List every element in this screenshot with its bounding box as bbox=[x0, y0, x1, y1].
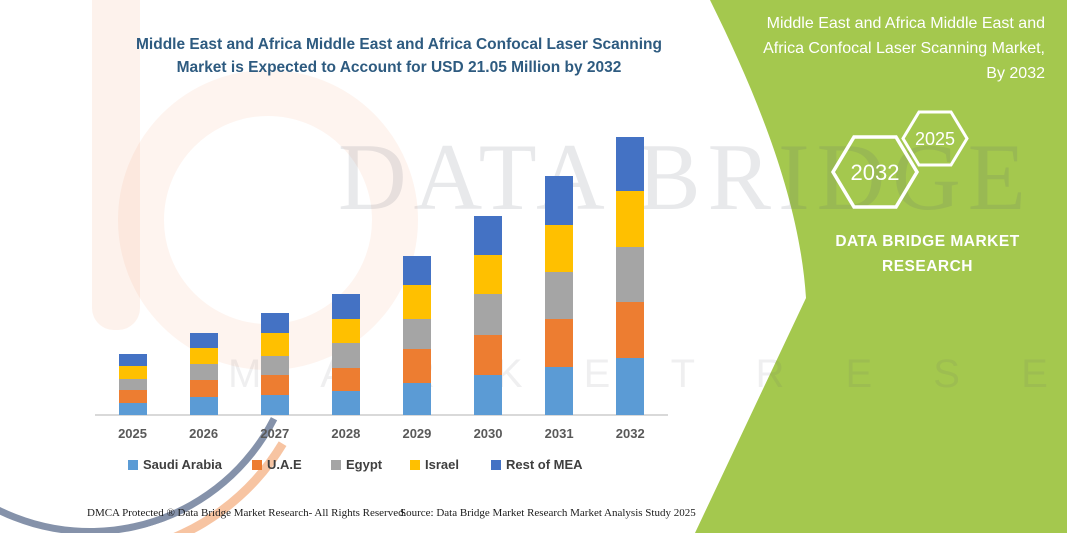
legend-label: Israel bbox=[425, 457, 459, 472]
bar-segment-2032-rest-of-mea bbox=[616, 136, 645, 191]
legend-swatch-icon bbox=[252, 459, 262, 470]
x-axis-label-2029: 2029 bbox=[402, 426, 432, 441]
legend-label: Egypt bbox=[346, 457, 383, 472]
bar-segment-2028-israel bbox=[331, 319, 360, 343]
bar-segment-2027-saudi-arabia bbox=[260, 395, 289, 415]
bar-segment-2031-rest-of-mea bbox=[545, 175, 574, 225]
bar-segment-2031-israel bbox=[545, 224, 574, 272]
hexagon-2032-outline bbox=[830, 135, 920, 209]
bar-segment-2028-egypt bbox=[331, 342, 360, 369]
legend-label: U.A.E bbox=[267, 457, 302, 472]
watermark-market-research: M A R K E T R E S E A R C H bbox=[228, 352, 1067, 396]
bar-segment-2032-egypt bbox=[616, 246, 645, 303]
bar-segment-2030-rest-of-mea bbox=[474, 215, 503, 255]
x-axis-label-2025: 2025 bbox=[118, 426, 147, 441]
bar-2025 bbox=[118, 353, 147, 415]
bar-segment-2025-egypt bbox=[118, 378, 147, 390]
side-panel-heading-line2: Africa Confocal Laser Scanning Market, bbox=[763, 40, 1045, 57]
legend-swatch-icon bbox=[128, 459, 138, 470]
bar-segment-2030-u-a-e bbox=[474, 334, 503, 375]
bar-segment-2029-saudi-arabia bbox=[402, 382, 431, 415]
chart-title: Middle East and Africa Middle East and A… bbox=[100, 33, 698, 79]
bar-segment-2032-u-a-e bbox=[616, 302, 645, 359]
bar-2031 bbox=[545, 175, 574, 415]
bar-segment-2028-rest-of-mea bbox=[331, 294, 360, 320]
x-axis-label-2030: 2030 bbox=[473, 426, 503, 441]
bar-segment-2031-u-a-e bbox=[545, 319, 574, 368]
hexagon-2032-label: 2032 bbox=[851, 160, 900, 185]
bar-segment-2026-egypt bbox=[189, 364, 218, 380]
legend-swatch-icon bbox=[410, 459, 420, 470]
dmca-notice: DMCA Protected ® Data Bridge Market Rese… bbox=[87, 507, 407, 519]
bar-segment-2027-israel bbox=[260, 332, 289, 357]
bar-segment-2030-egypt bbox=[474, 293, 503, 335]
watermark-data-bridge: DATA BRIDGE bbox=[338, 124, 1033, 230]
legend-swatch-icon bbox=[491, 459, 501, 470]
bar-segment-2029-u-a-e bbox=[402, 349, 431, 383]
side-panel-heading: Middle East and Africa Middle East and A… bbox=[712, 11, 1045, 86]
side-panel-heading-line3: By 2032 bbox=[986, 65, 1045, 82]
legend-item-saudi-arabia: Saudi Arabia bbox=[128, 457, 222, 472]
bar-2029 bbox=[402, 256, 431, 415]
bar-segment-2027-rest-of-mea bbox=[260, 313, 289, 333]
bar-segment-2026-saudi-arabia bbox=[189, 396, 218, 415]
bar-segment-2027-u-a-e bbox=[260, 375, 289, 396]
source-note: Source: Data Bridge Market Research Mark… bbox=[400, 507, 696, 519]
bar-segment-2025-rest-of-mea bbox=[118, 353, 147, 366]
bar-segment-2030-saudi-arabia bbox=[474, 374, 503, 415]
bar-segment-2029-rest-of-mea bbox=[402, 256, 431, 285]
bar-2027 bbox=[260, 313, 289, 415]
bar-segment-2027-egypt bbox=[260, 356, 289, 376]
legend-item-israel: Israel bbox=[410, 457, 459, 472]
x-axis-label-2026: 2026 bbox=[189, 426, 219, 441]
legend-label: Saudi Arabia bbox=[143, 457, 222, 472]
legend-item-rest-of-mea: Rest of MEA bbox=[491, 457, 583, 472]
bar-segment-2032-saudi-arabia bbox=[616, 358, 645, 415]
x-axis-label-2031: 2031 bbox=[544, 426, 574, 441]
x-axis-label-2032: 2032 bbox=[615, 426, 645, 441]
hexagon-2025-outline bbox=[901, 110, 969, 167]
bar-segment-2031-saudi-arabia bbox=[545, 367, 574, 415]
hexagon-2025-label: 2025 bbox=[915, 129, 955, 149]
brand-name-line1: DATA BRIDGE MARKET bbox=[835, 233, 1020, 250]
x-axis-line bbox=[95, 414, 668, 416]
side-panel-heading-line1: Middle East and Africa Middle East and bbox=[766, 15, 1045, 32]
bar-segment-2029-egypt bbox=[402, 319, 431, 350]
legend-item-u-a-e: U.A.E bbox=[252, 457, 302, 472]
brand-name-line2: RESEARCH bbox=[882, 258, 973, 275]
bar-segment-2025-u-a-e bbox=[118, 390, 147, 403]
legend-swatch-icon bbox=[331, 459, 341, 470]
legend-item-egypt: Egypt bbox=[331, 457, 382, 472]
legend-label: Rest of MEA bbox=[506, 457, 583, 472]
bar-segment-2026-u-a-e bbox=[189, 379, 218, 397]
bar-segment-2026-rest-of-mea bbox=[189, 333, 218, 349]
bar-segment-2028-saudi-arabia bbox=[331, 390, 360, 415]
x-axis-label-2028: 2028 bbox=[331, 426, 361, 441]
bar-segment-2026-israel bbox=[189, 348, 218, 365]
bar-segment-2028-u-a-e bbox=[331, 368, 360, 391]
chart-title-line1: Middle East and Africa Middle East and A… bbox=[136, 36, 662, 53]
green-panel-shape bbox=[695, 0, 1067, 533]
bar-segment-2032-israel bbox=[616, 190, 645, 247]
brand-name: DATA BRIDGE MARKET RESEARCH bbox=[805, 229, 1050, 279]
bar-segment-2029-israel bbox=[402, 284, 431, 320]
bar-2032 bbox=[616, 136, 645, 415]
x-axis-label-2027: 2027 bbox=[260, 426, 290, 441]
bar-segment-2025-israel bbox=[118, 365, 147, 379]
bar-segment-2030-israel bbox=[474, 254, 503, 294]
chart-title-line2: Market is Expected to Account for USD 21… bbox=[176, 59, 622, 76]
bar-segment-2031-egypt bbox=[545, 271, 574, 320]
bar-2030 bbox=[474, 215, 503, 415]
bar-segment-2025-saudi-arabia bbox=[118, 402, 147, 415]
bar-2026 bbox=[189, 333, 218, 415]
bar-2028 bbox=[331, 294, 360, 415]
